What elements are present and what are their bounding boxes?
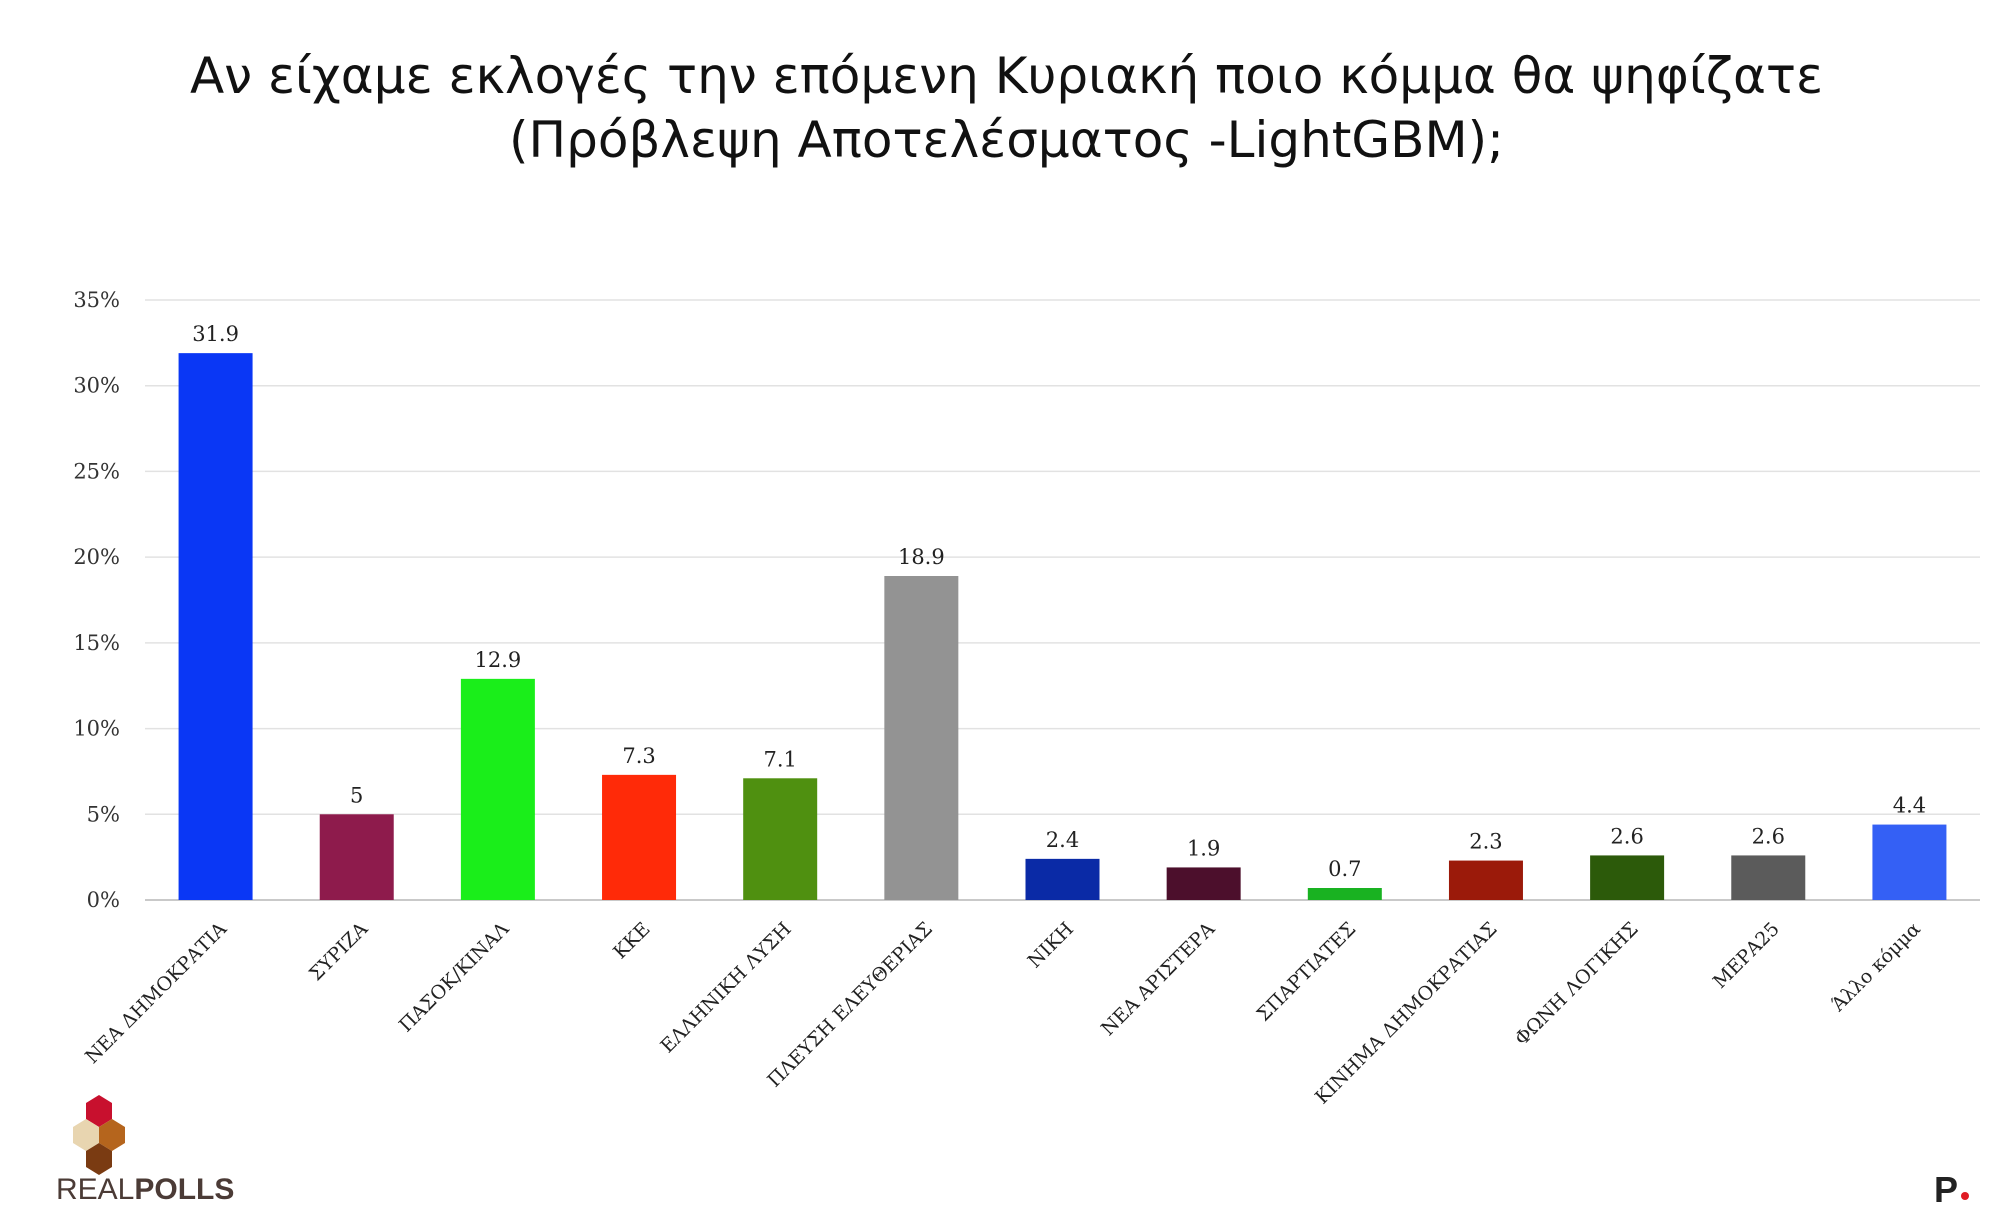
y-tick-label: 0% <box>87 888 120 912</box>
category-label: Άλλο κόμμα <box>1827 918 1925 1016</box>
bar <box>1307 888 1382 900</box>
bar <box>602 774 677 900</box>
bar <box>1025 858 1100 900</box>
corner-brand-dot <box>1961 1192 1969 1200</box>
gridlines <box>145 299 1980 901</box>
bar <box>1590 855 1665 900</box>
value-label: 7.3 <box>622 744 655 768</box>
y-axis-tick-labels: 0% 5% 10% 15% 20% 25% 30% 35% <box>73 288 120 912</box>
bar <box>319 814 394 900</box>
chart-title: Αν είχαμε εκλογές την επόμενη Κυριακή πο… <box>189 47 1824 105</box>
category-label: ΝΕΑ ΔΗΜΟΚΡΑΤΙΑ <box>81 918 231 1068</box>
value-label: 7.1 <box>763 747 796 771</box>
bar <box>884 576 959 900</box>
value-label: 0.7 <box>1328 857 1361 881</box>
value-label: 5 <box>350 783 363 807</box>
value-label: 18.9 <box>898 545 945 569</box>
logo-text-bold: POLLS <box>134 1173 235 1206</box>
category-labels: ΝΕΑ ΔΗΜΟΚΡΑΤΙΑ ΣΥΡΙΖΑ ΠΑΣΟΚ/ΚΙΝΑΛ ΚΚΕ ΕΛΛΗΝΙ… <box>81 918 1925 1109</box>
value-label: 2.4 <box>1046 828 1079 852</box>
value-label: 4.4 <box>1893 794 1926 818</box>
bar <box>460 678 535 900</box>
corner-brand-mark: P <box>1934 1169 1959 1210</box>
category-label: ΣΠΑΡΤΙΑΤΕΣ <box>1253 918 1361 1026</box>
y-tick-label: 25% <box>73 459 120 483</box>
chart-title-block: Αν είχαμε εκλογές την επόμενη Κυριακή πο… <box>0 44 2013 172</box>
chart-subtitle: (Πρόβλεψη Αποτελέσματος -LightGBM); <box>509 111 1504 169</box>
category-label: ΠΑΣΟΚ/ΚΙΝΑΛ <box>395 918 514 1037</box>
value-label: 12.9 <box>475 648 522 672</box>
bar <box>1448 860 1523 900</box>
category-label: ΝΕΑ ΑΡΙΣΤΕΡΑ <box>1097 918 1219 1040</box>
category-label: ΣΥΡΙΖΑ <box>305 918 373 986</box>
category-label: ΦΩΝΗ ΛΟΓΙΚΗΣ <box>1511 918 1643 1050</box>
category-label: ΜΕΡΑ25 <box>1709 918 1784 993</box>
bars <box>178 353 1947 901</box>
category-label: ΠΛΕΥΣΗ ΕΛΕΥΘΕΡΙΑΣ <box>763 918 937 1092</box>
category-label: ΚΚΕ <box>609 918 654 963</box>
category-label: ΝΙΚΗ <box>1024 918 1078 972</box>
bar <box>1731 855 1806 900</box>
value-label: 2.6 <box>1752 824 1785 848</box>
cube-logo-icon <box>73 1095 125 1175</box>
y-tick-label: 5% <box>87 802 120 826</box>
bar <box>1166 867 1241 900</box>
realpolls-logo: REALPOLLS <box>54 1095 254 1206</box>
y-tick-label: 10% <box>73 717 120 741</box>
value-labels: 31.9 5 12.9 7.3 7.1 18.9 2.4 1.9 0.7 2.3 2.6 2.6 4.4 <box>192 322 1926 881</box>
y-tick-label: 15% <box>73 631 120 655</box>
bar <box>178 353 253 901</box>
y-tick-label: 30% <box>73 374 120 398</box>
category-label: ΕΛΛΗΝΙΚΗ ΛΥΣΗ <box>656 918 795 1057</box>
logo-text: REALPOLLS <box>56 1173 234 1207</box>
bar <box>743 778 818 900</box>
value-label: 31.9 <box>192 322 239 346</box>
value-label: 2.3 <box>1469 830 1502 854</box>
value-label: 2.6 <box>1610 824 1643 848</box>
logo-text-light: REAL <box>56 1173 135 1206</box>
y-tick-label: 35% <box>73 288 120 312</box>
y-tick-label: 20% <box>73 545 120 569</box>
value-label: 1.9 <box>1187 836 1220 860</box>
bar <box>1872 824 1947 900</box>
